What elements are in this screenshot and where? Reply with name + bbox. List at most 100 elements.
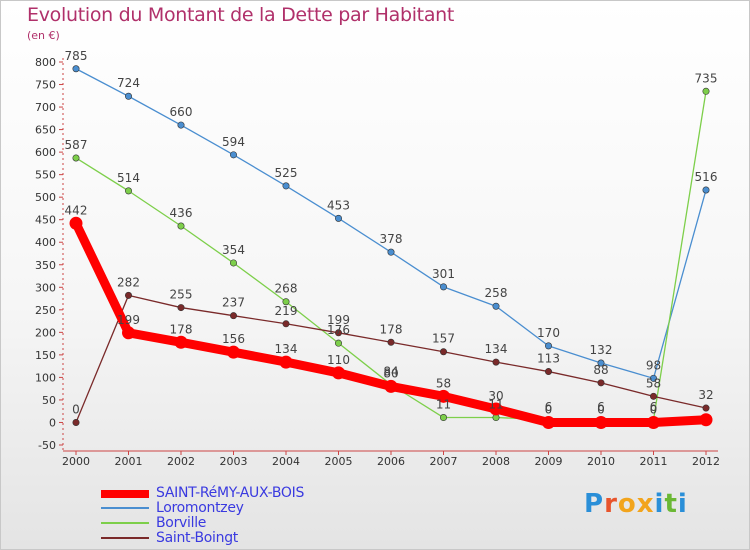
x-tick-label: 2000 bbox=[62, 455, 90, 468]
series-line bbox=[75, 294, 707, 424]
x-tick-label: 2008 bbox=[482, 455, 510, 468]
legend-swatch-borville bbox=[101, 522, 149, 524]
data-label: 132 bbox=[590, 343, 613, 357]
data-point bbox=[227, 345, 240, 359]
legend-item: SAINT-RéMY-AUX-BOIS bbox=[101, 485, 361, 501]
legend-item: Loromontzey bbox=[101, 500, 361, 516]
legend-label-saint-remy: SAINT-RéMY-AUX-BOIS bbox=[156, 485, 305, 501]
data-label: 442 bbox=[65, 203, 88, 217]
data-label: 255 bbox=[170, 288, 193, 302]
data-point bbox=[125, 291, 133, 299]
data-label: 0 bbox=[597, 402, 605, 416]
y-tick-label: 650 bbox=[35, 124, 56, 137]
data-label: 30 bbox=[488, 389, 503, 403]
data-label: 0 bbox=[650, 402, 658, 416]
x-tick-label: 2010 bbox=[587, 455, 615, 468]
data-label: 199 bbox=[117, 313, 140, 327]
logo-letter: t bbox=[664, 489, 678, 519]
data-label: 735 bbox=[695, 71, 718, 85]
data-label: 0 bbox=[72, 402, 80, 416]
data-label: 110 bbox=[327, 353, 350, 367]
x-tick-label: 2009 bbox=[535, 455, 563, 468]
data-label: 268 bbox=[275, 282, 298, 296]
y-tick-label: 550 bbox=[35, 169, 56, 182]
data-point bbox=[177, 304, 185, 312]
y-tick-label: 0 bbox=[49, 416, 56, 429]
data-point bbox=[544, 342, 552, 350]
proxiti-logo: Proxiti bbox=[584, 489, 688, 519]
data-label: 724 bbox=[117, 76, 140, 90]
data-label: 178 bbox=[170, 322, 193, 336]
x-tick-label: 2004 bbox=[272, 455, 300, 468]
data-point bbox=[699, 413, 713, 427]
legend-item: Saint-Boingt bbox=[101, 530, 361, 546]
data-label: 354 bbox=[222, 243, 245, 257]
data-label: 156 bbox=[222, 332, 245, 346]
data-label: 258 bbox=[485, 286, 508, 300]
chart-legend: SAINT-RéMY-AUX-BOIS Loromontzey Borville… bbox=[101, 485, 361, 546]
data-point bbox=[282, 298, 290, 306]
data-label: 88 bbox=[593, 363, 608, 377]
x-tick-label: 2011 bbox=[640, 455, 668, 468]
data-point bbox=[702, 404, 710, 412]
data-point bbox=[282, 320, 290, 328]
data-label: 134 bbox=[275, 342, 298, 356]
y-tick-label: 700 bbox=[35, 101, 56, 114]
data-label: 157 bbox=[432, 332, 455, 346]
data-point bbox=[492, 302, 500, 310]
data-point bbox=[125, 187, 133, 195]
data-label: 6 bbox=[650, 400, 658, 414]
data-label: 378 bbox=[380, 232, 403, 246]
x-tick-label: 2005 bbox=[325, 455, 353, 468]
data-point bbox=[279, 355, 293, 369]
logo-letter: x bbox=[636, 489, 655, 519]
legend-label-loromontzey: Loromontzey bbox=[156, 500, 244, 516]
y-tick-label: 400 bbox=[35, 236, 56, 249]
y-tick-label: 250 bbox=[35, 304, 56, 317]
logo-letter: P bbox=[584, 489, 605, 519]
data-point bbox=[489, 402, 503, 416]
data-point bbox=[122, 326, 135, 340]
data-point bbox=[334, 339, 342, 347]
data-point bbox=[72, 154, 80, 162]
data-label: 237 bbox=[222, 296, 245, 310]
y-tick-label: -50 bbox=[38, 439, 56, 452]
data-point bbox=[69, 216, 83, 230]
x-tick-label: 2001 bbox=[115, 455, 143, 468]
data-label: 282 bbox=[117, 275, 140, 289]
chart-title: Evolution du Montant de la Dette par Hab… bbox=[27, 4, 455, 26]
data-label: 6 bbox=[545, 400, 553, 414]
data-label: 436 bbox=[170, 206, 193, 220]
x-tick-label: 2012 bbox=[692, 455, 720, 468]
logo-letter: i bbox=[677, 489, 688, 519]
data-label: 170 bbox=[537, 326, 560, 340]
data-label: 453 bbox=[327, 198, 350, 212]
data-label: 199 bbox=[327, 313, 350, 327]
data-label: 514 bbox=[117, 171, 140, 185]
data-label: 11 bbox=[436, 398, 451, 412]
y-tick-label: 450 bbox=[35, 214, 56, 227]
data-point bbox=[174, 335, 188, 349]
legend-swatch-saint-remy bbox=[101, 490, 149, 498]
data-label: 594 bbox=[222, 135, 245, 149]
y-tick-label: 600 bbox=[35, 146, 56, 159]
data-label: 84 bbox=[383, 365, 398, 379]
data-point bbox=[702, 186, 710, 194]
x-tick-label: 2006 bbox=[377, 455, 405, 468]
logo-letter: i bbox=[654, 489, 665, 519]
data-label: 58 bbox=[436, 376, 451, 390]
data-point bbox=[437, 389, 450, 403]
y-tick-label: 750 bbox=[35, 79, 56, 92]
data-label: 98 bbox=[646, 358, 661, 372]
data-label: 11 bbox=[488, 398, 503, 412]
data-point bbox=[702, 87, 710, 95]
legend-item: Borville bbox=[101, 515, 361, 531]
y-tick-label: 100 bbox=[35, 371, 56, 384]
data-point bbox=[542, 415, 555, 429]
data-point bbox=[230, 151, 238, 159]
data-point bbox=[649, 392, 657, 400]
data-point bbox=[177, 121, 185, 129]
data-label: 301 bbox=[432, 267, 455, 281]
data-label: 178 bbox=[380, 322, 403, 336]
